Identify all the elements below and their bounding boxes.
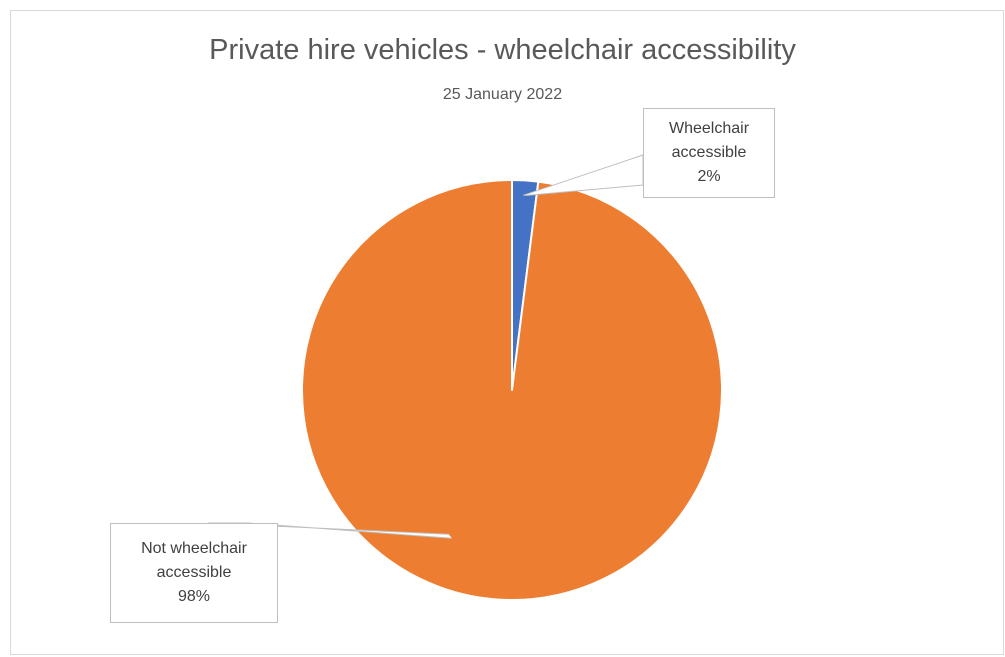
- data-label-percent: 98%: [177, 588, 211, 605]
- data-label-name-line1: Wheelchair: [668, 120, 750, 137]
- pie-slice-not-wheelchair-accessible: [301, 179, 723, 601]
- chart-title: Private hire vehicles - wheelchair acces…: [209, 34, 796, 66]
- leader-line-wheelchair-accessible: [522, 154, 644, 196]
- chart-subtitle: 25 January 2022: [442, 86, 563, 103]
- data-label-wheelchair-accessible: Wheelchair accessible 2%: [643, 108, 775, 198]
- data-label-name-line2: accessible: [156, 564, 232, 581]
- data-label-name-line2: accessible: [671, 144, 747, 161]
- data-label-not-wheelchair-accessible: Not wheelchair accessible 98%: [110, 523, 278, 623]
- data-label-percent: 2%: [697, 168, 721, 185]
- data-label-name-line1: Not wheelchair: [141, 540, 247, 557]
